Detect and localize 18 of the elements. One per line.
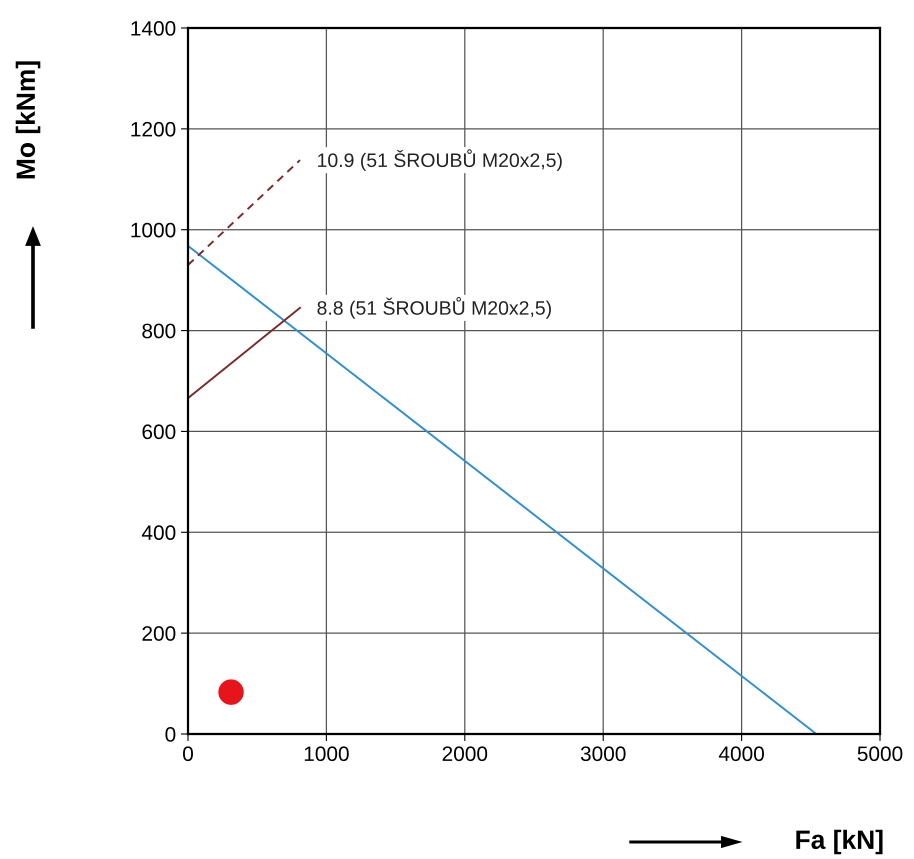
x-tick-label: 3000 [580,746,626,762]
y-tick-label: 600 [142,424,176,440]
y-tick-label: 200 [142,626,176,641]
y-tick-label: 0 [165,727,176,742]
x-tick-label: 4000 [718,746,764,762]
y-tick-label: 800 [142,324,176,338]
x-tick-label: 1000 [304,746,349,762]
series-label: 10.9 (51 ŠROUBŮ M20x2,5) [318,149,562,171]
series-label: 8.8 (51 ŠROUBŮ M20x2,5) [317,297,551,319]
y-axis-title: Mo [kNm] [16,61,40,178]
x-tick-label: 5000 [858,746,902,762]
x-tick-label: 0 [183,746,193,762]
y-tick-label: 400 [142,525,176,540]
y-tick-label: 1200 [131,122,176,137]
x-tick-label: 2000 [442,746,488,762]
y-tick-label: 1400 [131,21,176,36]
x-axis-title: Fa [kN] [796,830,883,854]
y-tick-label: 1000 [131,222,176,238]
